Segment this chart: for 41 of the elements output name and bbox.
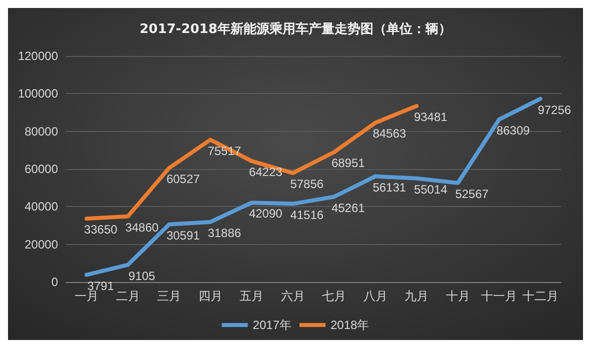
x-tick-label: 五月	[240, 289, 264, 303]
data-label: 31886	[208, 226, 242, 240]
data-label: 56131	[372, 180, 406, 194]
x-tick-label: 四月	[198, 289, 222, 303]
y-tick-label: 120000	[18, 49, 58, 63]
x-tick-label: 六月	[280, 289, 305, 303]
y-tick-label: 0	[51, 275, 58, 289]
legend-label: 2018年	[330, 318, 370, 332]
data-label: 93481	[414, 110, 448, 124]
y-tick-label: 20000	[24, 237, 58, 252]
chart-title: 2017-2018年新能源乘用车产量走势图（单位：辆）	[140, 21, 452, 37]
data-label: 9105	[128, 268, 156, 283]
data-label: 55014	[414, 182, 448, 196]
x-tick-label: 十一月	[481, 289, 518, 303]
y-tick-label: 40000	[24, 200, 58, 214]
data-label: 68951	[331, 156, 366, 170]
y-tick-label: 60000	[24, 162, 58, 176]
data-label: 33650	[84, 222, 118, 237]
x-tick-label: 二月	[116, 289, 140, 303]
x-tick-label: 一月	[74, 289, 99, 303]
data-label: 97256	[538, 102, 572, 117]
data-label: 57856	[290, 177, 324, 192]
data-label: 30591	[166, 228, 200, 242]
data-label: 45261	[331, 200, 366, 215]
x-tick-label: 七月	[322, 289, 346, 303]
data-label: 84563	[372, 126, 406, 141]
y-tick-label: 100000	[18, 86, 58, 101]
data-label: 34860	[125, 220, 159, 234]
x-tick-label: 八月	[363, 289, 388, 303]
data-label: 60527	[166, 172, 200, 186]
x-tick-label: 三月	[157, 289, 182, 303]
x-tick-label: 九月	[404, 289, 429, 303]
x-tick-label: 十月	[446, 289, 470, 303]
legend-label: 2017年	[252, 318, 292, 332]
y-tick-label: 80000	[24, 124, 58, 138]
data-label: 52567	[455, 187, 489, 201]
x-tick-label: 十二月	[522, 289, 558, 303]
data-label: 86309	[496, 123, 530, 138]
data-label: 41516	[290, 208, 324, 222]
data-label: 42090	[248, 206, 283, 221]
data-label: 64223	[248, 165, 283, 180]
